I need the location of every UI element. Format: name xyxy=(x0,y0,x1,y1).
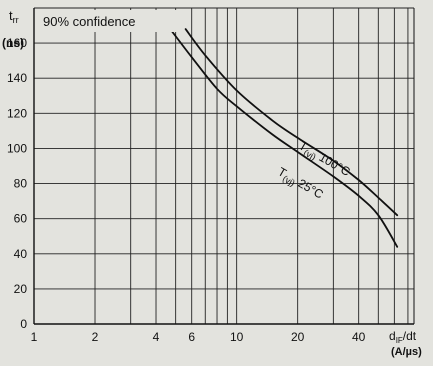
grid xyxy=(34,7,414,324)
y-tick-label-20: 20 xyxy=(14,282,28,296)
annotation-text: 90% confidence xyxy=(43,14,136,29)
y-tick-label-40: 40 xyxy=(14,247,28,261)
x-tick-label-40: 40 xyxy=(352,330,366,344)
x-tick-label-1: 1 xyxy=(31,330,38,344)
x-axis-label: dIF/dt xyxy=(389,329,417,345)
y-tick-label-0: 0 xyxy=(20,317,27,331)
y-tick-label-60: 60 xyxy=(14,212,28,226)
y-tick-label-160: 160 xyxy=(7,36,27,50)
series-line-100c xyxy=(184,28,399,217)
series-lines xyxy=(169,28,399,248)
annotation-box xyxy=(38,10,178,32)
y-tick-label-140: 140 xyxy=(7,71,27,85)
x-tick-label-4: 4 xyxy=(153,330,160,344)
y-axis-label: trr xyxy=(9,8,19,25)
x-tick-label-10: 10 xyxy=(230,330,244,344)
y-tick-label-120: 120 xyxy=(7,106,27,120)
x-tick-label-2: 2 xyxy=(92,330,99,344)
x-tick-label-20: 20 xyxy=(291,330,305,344)
x-tick-label-6: 6 xyxy=(188,330,195,344)
x-axis-unit: (A/µs) xyxy=(391,346,422,358)
y-axis-unit: (ns) xyxy=(2,36,24,50)
y-tick-label-100: 100 xyxy=(7,141,27,155)
plot-frame xyxy=(33,8,415,325)
y-tick-label-80: 80 xyxy=(14,177,28,191)
series-line-25c xyxy=(169,28,399,248)
tick-labels: 0 20 40 60 80 100 120 140 160 1 2 4 6 10 20 40 xyxy=(7,36,366,344)
